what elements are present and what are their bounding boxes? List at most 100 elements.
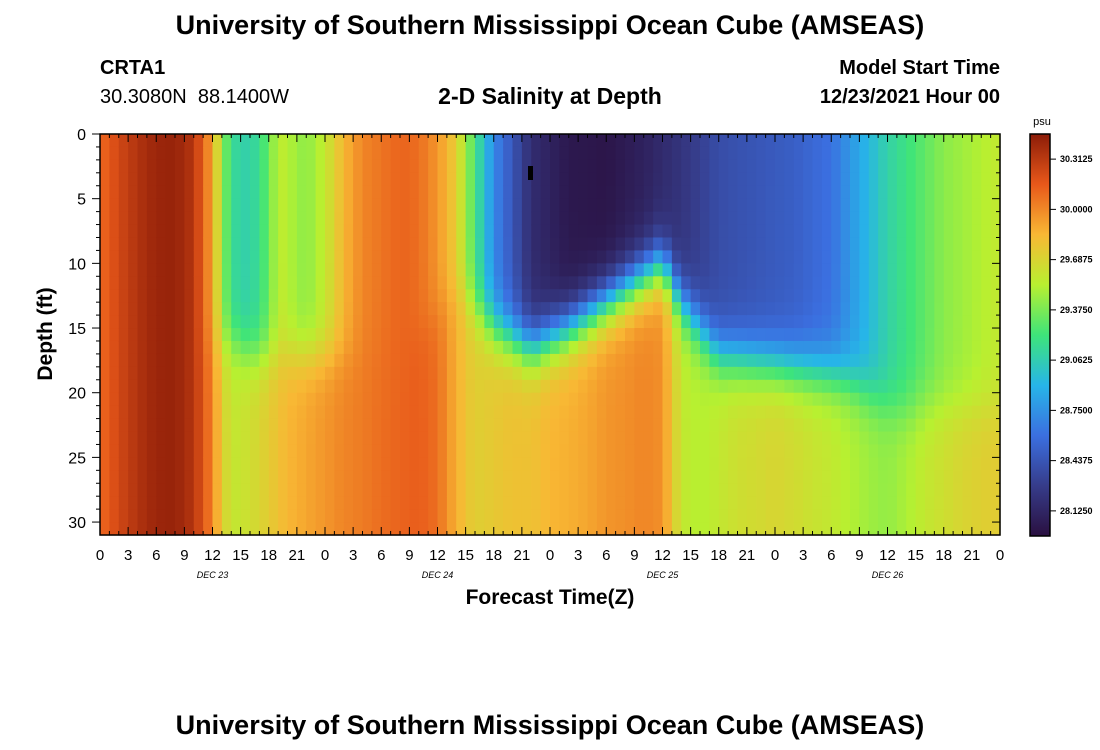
heatmap-cell [896,340,907,355]
heatmap-cell [990,483,1001,497]
heatmap-cell [690,392,701,407]
heatmap-cell [559,172,570,187]
heatmap-cell [925,392,935,407]
heatmap-cell [306,185,317,200]
heatmap-cell [850,353,860,368]
heatmap-cell [821,211,832,226]
heatmap-cell [137,159,148,174]
heatmap-cell [465,353,476,368]
heatmap-cell [100,172,110,187]
heatmap-cell [146,509,157,523]
heatmap-cell [971,237,982,252]
heatmap-cell [381,315,392,329]
heatmap-cell [868,483,879,497]
heatmap-cell [512,146,523,161]
heatmap-cell [259,315,270,329]
heatmap-cell [943,379,954,394]
heatmap-cell [934,289,945,303]
heatmap-cell [896,444,907,458]
heatmap-cell [887,289,898,303]
heatmap-cell [381,405,392,420]
heatmap-cell [428,353,439,368]
heatmap-cell [990,276,1001,290]
heatmap-cell [165,276,176,290]
heatmap-cell [193,457,204,471]
heatmap-cell [456,418,467,433]
heatmap-cell [831,418,842,433]
heatmap-cell [362,250,373,264]
heatmap-cell [400,198,410,213]
heatmap-cell [718,198,729,213]
heatmap-cell [821,509,832,523]
heatmap-cell [634,237,645,252]
heatmap-cell [765,302,776,316]
heatmap-cell [868,470,879,484]
heatmap-cell [550,159,560,174]
heatmap-cell [325,483,335,497]
heatmap-cell [681,444,692,458]
heatmap-cell [343,250,354,264]
heatmap-cell [409,392,420,407]
heatmap-cell [568,263,579,277]
heatmap-cell [437,302,448,316]
heatmap-cell [840,315,851,329]
heatmap-cell [390,224,401,239]
heatmap-cell [437,224,448,239]
heatmap-cell [606,444,617,458]
heatmap-cell [550,392,560,407]
heatmap-cell [700,224,710,239]
heatmap-cell [540,289,551,303]
heatmap-cell [409,289,420,303]
heatmap-cell [981,496,992,510]
heatmap-cell [878,444,889,458]
heatmap-cell [203,405,214,420]
heatmap-cell [700,444,710,458]
heatmap-cell [934,250,945,264]
heatmap-cell [962,353,973,368]
heatmap-cell [446,379,457,394]
heatmap-cell [681,496,692,510]
heatmap-cell [896,366,907,381]
heatmap-cell [231,522,242,536]
heatmap-cell [437,509,448,523]
heatmap-cell [306,237,317,252]
heatmap-cell [596,134,607,148]
heatmap-cell [315,444,326,458]
heatmap-cell [193,276,204,290]
heatmap-cell [446,250,457,264]
heatmap-cell [756,379,767,394]
heatmap-cell [334,315,345,329]
heatmap-cell [784,224,795,239]
heatmap-cell [728,431,739,446]
heatmap-cell [240,328,251,342]
heatmap-cell [146,198,157,213]
heatmap-cell [840,470,851,484]
heatmap-cell [615,224,626,239]
heatmap-cell [203,444,214,458]
heatmap-cell [175,457,185,471]
heatmap-cell [353,418,364,433]
heatmap-cell [671,470,682,484]
heatmap-cell [896,509,907,523]
heatmap-cell [203,302,214,316]
heatmap-cell [812,431,823,446]
heatmap-cell [868,457,879,471]
day-label: DEC 23 [197,570,229,580]
heatmap-cell [840,392,851,407]
heatmap-cell [765,431,776,446]
heatmap-cell [943,496,954,510]
heatmap-cell [793,444,804,458]
heatmap-cell [268,315,279,329]
heatmap-cell [100,379,110,394]
heatmap-cell [887,198,898,213]
heatmap-cell [568,457,579,471]
heatmap-cell [896,470,907,484]
heatmap-cell [587,237,598,252]
heatmap-cell [306,379,317,394]
heatmap-cell [343,444,354,458]
heatmap-cell [990,302,1001,316]
heatmap-cell [521,444,532,458]
heatmap-cell [353,211,364,226]
heatmap-cell [793,496,804,510]
